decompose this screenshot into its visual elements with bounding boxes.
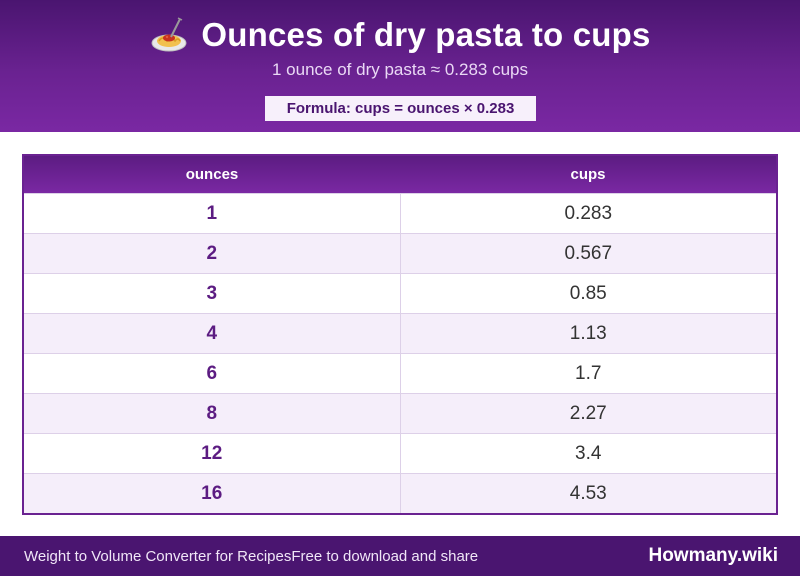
table-row: 16 4.53: [24, 473, 776, 513]
table-row: 6 1.7: [24, 353, 776, 394]
ounces-cell: 4: [24, 313, 401, 354]
page-title: Ounces of dry pasta to cups: [201, 16, 651, 53]
table-header-row: ounces cups: [24, 156, 776, 194]
ounces-cell: 12: [24, 433, 401, 474]
cups-cell: 4.53: [400, 473, 776, 513]
table-row: 1 0.283: [24, 193, 776, 234]
cups-cell: 0.567: [400, 233, 776, 274]
title-row: Ounces of dry pasta to cups: [0, 12, 800, 58]
footer-bar: Weight to Volume Converter for Recipes Fr…: [0, 536, 800, 576]
table-row: 12 3.4: [24, 433, 776, 474]
footer-tagline: Weight to Volume Converter for Recipes Fr…: [24, 536, 478, 576]
cups-cell: 1.13: [400, 313, 776, 354]
footer-brand[interactable]: Howmany.wiki: [648, 545, 778, 566]
ounces-cell: 1: [24, 193, 401, 234]
footer-share-note: Free to download and share: [291, 547, 479, 565]
column-header-ounces: ounces: [24, 156, 400, 194]
ounces-cell: 6: [24, 353, 401, 394]
cups-cell: 3.4: [400, 433, 776, 474]
ounces-cell: 3: [24, 273, 401, 314]
table-row: 4 1.13: [24, 313, 776, 354]
ounces-cell: 8: [24, 393, 401, 434]
table-row: 2 0.567: [24, 233, 776, 274]
cups-cell: 1.7: [400, 353, 776, 394]
cups-cell: 0.85: [400, 273, 776, 314]
conversion-table: ounces cups 1 0.283 2 0.567 3 0.85 4 1.1…: [22, 154, 778, 515]
header-banner: Ounces of dry pasta to cups 1 ounce of d…: [0, 0, 800, 132]
pasta-icon: [151, 17, 187, 52]
cups-cell: 2.27: [400, 393, 776, 434]
footer-app-name: Weight to Volume Converter for Recipes: [24, 547, 292, 565]
cups-cell: 0.283: [400, 193, 776, 234]
table-row: 3 0.85: [24, 273, 776, 314]
column-header-cups: cups: [400, 156, 776, 194]
ounces-cell: 2: [24, 233, 401, 274]
page-subtitle: 1 ounce of dry pasta ≈ 0.283 cups: [272, 60, 528, 79]
formula-badge: Formula: cups = ounces × 0.283: [265, 96, 536, 121]
ounces-cell: 16: [24, 473, 401, 513]
table-row: 8 2.27: [24, 393, 776, 434]
